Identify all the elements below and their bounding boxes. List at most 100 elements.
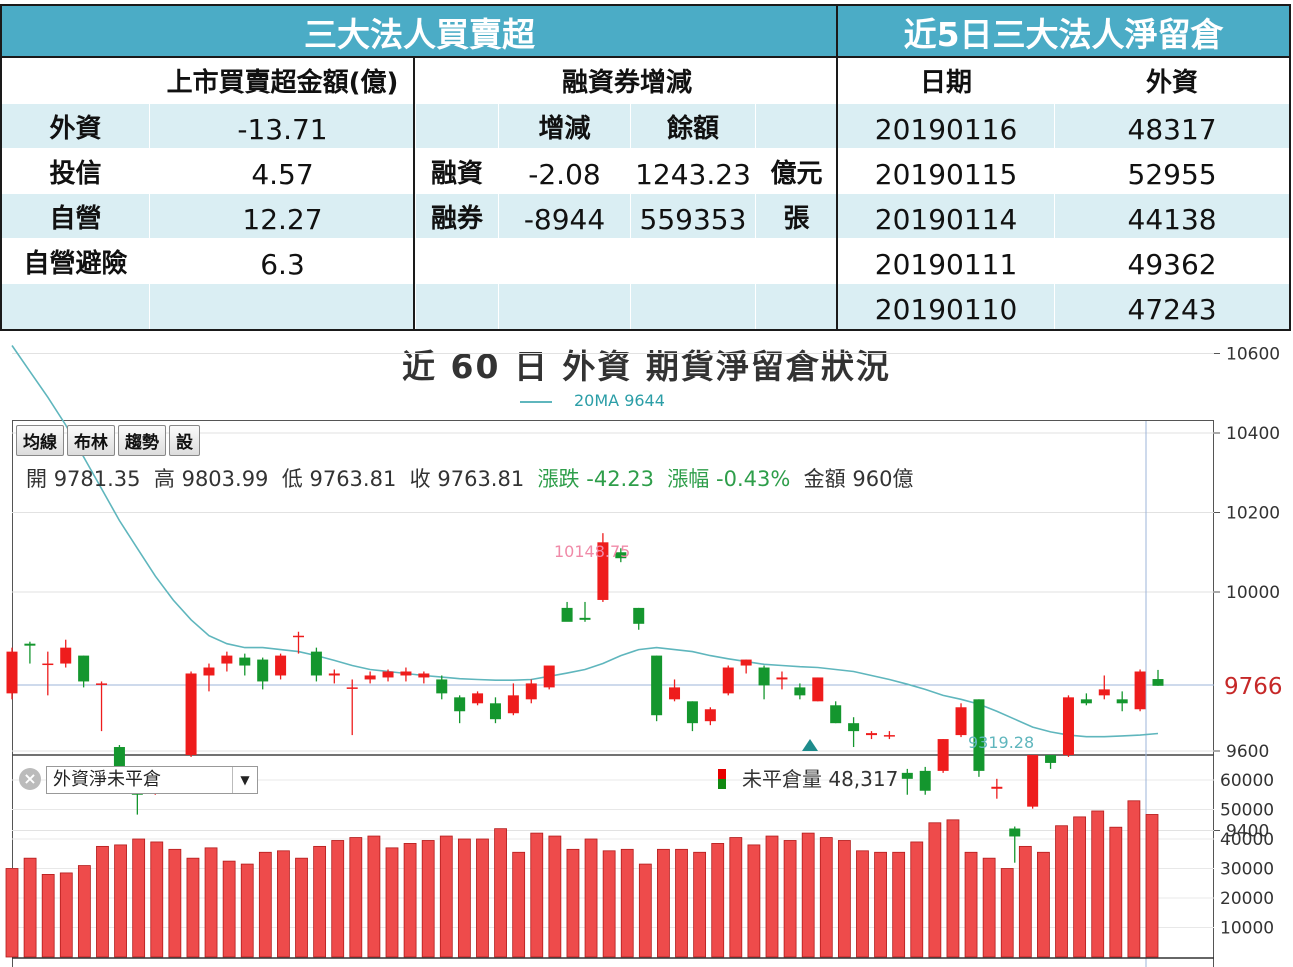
candle-body bbox=[328, 673, 340, 676]
indicator-toolbar: 均線 布林 趨勢 設 bbox=[16, 425, 200, 456]
candle-body bbox=[400, 671, 412, 676]
volume-bar bbox=[638, 863, 652, 958]
volume-tick-label: 10000 bbox=[1220, 919, 1274, 939]
candle-body bbox=[1045, 754, 1057, 763]
header-blank bbox=[415, 57, 499, 104]
candle-body bbox=[722, 667, 734, 694]
candle-body bbox=[1027, 754, 1039, 807]
header-margin: 融資券增減 bbox=[498, 57, 756, 104]
ma-button[interactable]: 均線 bbox=[16, 425, 64, 456]
volume-bar bbox=[1000, 868, 1014, 958]
volume-bar bbox=[403, 843, 417, 958]
table-row: 自營 12.27 融券 -8944 559353 張 20190114 4413… bbox=[1, 193, 1291, 239]
close-icon[interactable]: × bbox=[19, 768, 41, 790]
ma-legend-text: 20MA 9644 bbox=[574, 391, 665, 410]
candle-swatch-icon bbox=[718, 769, 726, 789]
candle-body bbox=[96, 683, 108, 685]
candle-body bbox=[1080, 699, 1092, 704]
volume-bar bbox=[277, 850, 290, 958]
volume-bar bbox=[1037, 851, 1050, 958]
table-divider bbox=[413, 57, 415, 329]
candle-body bbox=[633, 607, 645, 624]
candle-body bbox=[883, 735, 895, 737]
candle-body bbox=[472, 693, 484, 704]
investor-name: 自營 bbox=[1, 193, 150, 239]
candle-body bbox=[758, 667, 770, 686]
margin-change: -8944 bbox=[498, 193, 631, 239]
investor-name: 自營避險 bbox=[1, 238, 150, 284]
volume-tick-label: 20000 bbox=[1220, 889, 1274, 909]
candle-body bbox=[1152, 679, 1164, 686]
volume-bar bbox=[349, 837, 363, 958]
volume-bar bbox=[240, 863, 254, 958]
position-date: 20190111 bbox=[837, 238, 1056, 284]
volume-bar bbox=[295, 857, 308, 958]
candle-body bbox=[1116, 699, 1128, 704]
table-divider bbox=[0, 56, 1289, 58]
indicator-select[interactable]: 外資淨未平倉 ▼ bbox=[46, 766, 258, 794]
candle-body bbox=[794, 687, 806, 696]
header-amount: 上市買賣超金額(億) bbox=[149, 57, 416, 104]
chevron-down-icon[interactable]: ▼ bbox=[232, 767, 257, 793]
volume-bar bbox=[1145, 814, 1159, 958]
candle-body bbox=[310, 651, 322, 676]
candle-body bbox=[203, 667, 215, 676]
volume-bar bbox=[910, 841, 924, 958]
candle-body bbox=[257, 659, 269, 682]
candle-body bbox=[1134, 671, 1146, 710]
investor-value: -13.71 bbox=[149, 103, 416, 149]
candle-body bbox=[6, 651, 18, 694]
candle-body bbox=[42, 663, 54, 666]
bollinger-button[interactable]: 布林 bbox=[67, 425, 115, 456]
table-title-right: 近5日三大法人淨留倉 bbox=[837, 5, 1291, 58]
margin-label: 融資 bbox=[415, 148, 499, 194]
header-date: 日期 bbox=[837, 57, 1056, 104]
candle-body bbox=[597, 542, 609, 600]
volume-bar bbox=[584, 838, 598, 958]
settings-button[interactable]: 設 bbox=[169, 425, 200, 456]
position-foreign: 49362 bbox=[1054, 238, 1291, 284]
volume-bar bbox=[620, 848, 634, 958]
margin-unit: 張 bbox=[754, 193, 839, 239]
amount-label: 金額 bbox=[803, 467, 846, 491]
pct-label: 漲幅 bbox=[667, 467, 710, 491]
position-foreign: 44138 bbox=[1054, 193, 1291, 239]
candle-body bbox=[418, 673, 430, 678]
volume-bar bbox=[711, 843, 725, 958]
ma-line-swatch bbox=[520, 400, 552, 403]
candle-body bbox=[489, 703, 501, 720]
close-label: 收 bbox=[409, 467, 431, 491]
volume-bar bbox=[421, 840, 435, 958]
volume-bar bbox=[602, 850, 616, 958]
volume-bar bbox=[41, 874, 55, 958]
volume-bar bbox=[1109, 826, 1123, 958]
y-tick-label: 10200 bbox=[1226, 504, 1280, 524]
investor-value: 12.27 bbox=[149, 193, 416, 239]
sub-header-balance: 餘額 bbox=[630, 103, 756, 149]
candle-body bbox=[704, 709, 716, 722]
candle-body bbox=[1098, 689, 1110, 696]
trend-button[interactable]: 趨勢 bbox=[118, 425, 166, 456]
candle-body bbox=[561, 607, 573, 622]
candle-body bbox=[615, 552, 627, 559]
sub-header-change: 增減 bbox=[498, 103, 631, 149]
ma20-line bbox=[11, 345, 1159, 738]
volume-bar bbox=[874, 851, 887, 958]
volume-bar bbox=[168, 848, 182, 958]
candle-body bbox=[346, 687, 358, 689]
volume-bar bbox=[96, 845, 109, 958]
candle-body bbox=[686, 701, 698, 724]
candle-body bbox=[454, 697, 466, 712]
position-date: 20190114 bbox=[837, 193, 1056, 239]
open-value: 9781.35 bbox=[53, 467, 141, 491]
high-label: 高 bbox=[153, 467, 175, 491]
volume-legend-text: 未平倉量 48,317 bbox=[742, 767, 899, 791]
investor-name: 投信 bbox=[1, 148, 150, 194]
volume-bar bbox=[982, 857, 996, 958]
candle-body bbox=[507, 695, 519, 714]
volume-bar bbox=[856, 850, 869, 958]
header-blank bbox=[754, 57, 839, 104]
candle-body bbox=[78, 655, 90, 682]
amount-value: 960億 bbox=[852, 467, 914, 491]
margin-balance: 1243.23 bbox=[630, 148, 756, 194]
